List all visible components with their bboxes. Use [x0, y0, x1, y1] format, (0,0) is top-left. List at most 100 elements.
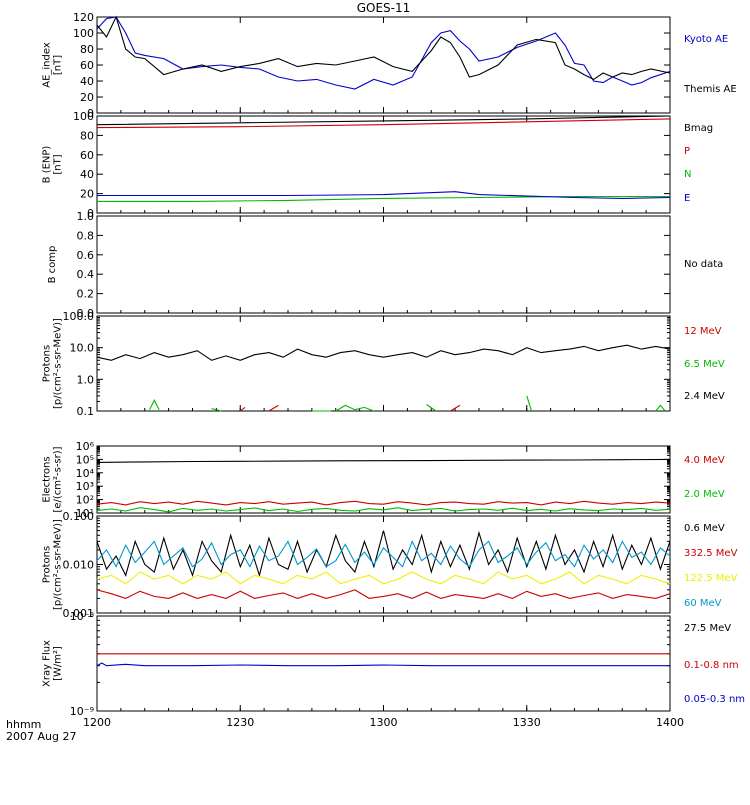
y-axis-label: [W/m²] [53, 646, 64, 681]
y-tick-label: 100 [73, 27, 94, 40]
panel-frame [96, 445, 671, 514]
y-tick-label: 80 [80, 129, 94, 142]
legend-entry: Bmag [684, 123, 713, 134]
y-tick-label: 10⁻⁹ [70, 705, 94, 718]
legend-entry: Kyoto AE [684, 34, 728, 45]
y-tick-label: 120 [73, 11, 94, 24]
series-line [96, 344, 671, 361]
y-axis-label: Electrons [42, 456, 53, 502]
y-tick-label: 0 [87, 107, 94, 120]
y-tick-label: 0.8 [77, 229, 95, 242]
chart-panels: 0 20 40 60 80 100 120 AE_index [nT] Kyoto AE Themi… [42, 11, 746, 729]
series-line [96, 458, 671, 463]
y-axis-label: Protons [42, 345, 53, 382]
series-line [96, 15, 671, 81]
series-line [268, 404, 279, 412]
series-line [97, 191, 671, 199]
legend-entry: P [684, 146, 690, 157]
y-tick-label: 10⁶ [76, 440, 95, 453]
y-tick-label: 0.6 [77, 249, 95, 262]
x-tick-label: 1200 [83, 716, 111, 729]
y-tick-label: 10³ [76, 480, 94, 493]
series-line [426, 404, 437, 412]
y-tick-label: 1.0 [77, 210, 95, 223]
y-tick-label: 40 [80, 75, 94, 88]
series-line [96, 500, 671, 506]
series-line [96, 115, 671, 126]
legend-entry: 0.6 MeV [684, 523, 725, 534]
series-line [96, 530, 671, 578]
series-line [211, 407, 222, 412]
legend-entry: 2.0 MeV [684, 489, 725, 500]
y-axis-label: [nT] [53, 154, 64, 174]
y-tick-label: 10⁴ [76, 467, 95, 480]
y-tick-label: 10² [76, 494, 94, 507]
y-axis-label: B (ENP) [42, 146, 53, 184]
y-tick-label: 40 [80, 168, 94, 181]
legend-entry: 60 MeV [684, 598, 722, 609]
y-tick-label: 0.1 [77, 405, 95, 418]
legend-entry: 332.5 MeV [684, 548, 738, 559]
y-tick-label: 60 [80, 149, 94, 162]
legend-entry: 122.5 MeV [684, 573, 738, 584]
y-tick-label: 0.100 [63, 510, 95, 523]
legend-entry: 0.05-0.3 nm [684, 694, 745, 705]
panel-frame [96, 315, 671, 412]
y-axis-label: B comp [47, 246, 58, 284]
y-tick-label: 0.4 [77, 268, 95, 281]
y-axis-label: [p/(cm²-s-sr-MeV)] [53, 519, 64, 610]
y-tick-label: 0.2 [77, 288, 95, 301]
y-axis-label: [p/(cm²-s-sr-MeV)] [53, 318, 64, 409]
series-line [96, 571, 671, 585]
series-line [96, 507, 671, 513]
legend-entry: No data [684, 259, 723, 270]
y-tick-label: 20 [80, 91, 94, 104]
panel-protons: 0.1 1.0 10.0 100.0 Protons [p/(cm²-s-sr-MeV)]… [42, 310, 725, 418]
series-line [335, 404, 375, 412]
panel-frame [96, 615, 671, 712]
legend-entry: 2.4 MeV [684, 391, 725, 402]
legend-entry: 27.5 MeV [684, 623, 731, 634]
legend-entry: 12 MeV [684, 326, 722, 337]
panel-ae: 0 20 40 60 80 100 120 AE_index [nT] Kyoto AE Themi… [42, 11, 737, 120]
series-line [96, 662, 670, 667]
series-line [96, 16, 671, 90]
y-tick-label: 60 [80, 59, 94, 72]
series-line [96, 589, 671, 599]
series-line [149, 398, 160, 410]
y-tick-label: 100.0 [63, 310, 95, 323]
footer-date: 2007 Aug 27 [6, 730, 76, 743]
series-line [450, 404, 461, 412]
panel-xray: 10⁻⁹ 10⁻⁸ Xray Flux [W/m²] 0.1-0.8 nm 0.05-0.… [42, 610, 746, 718]
y-tick-label: 0.0 [77, 307, 95, 320]
y-axis-label: [e/(cm²-s-sr)] [53, 446, 64, 512]
series-line [239, 406, 246, 412]
x-tick-label: 1230 [226, 716, 254, 729]
y-tick-label: 10⁻⁸ [70, 610, 95, 623]
panel-bfield: 0 20 40 60 80 100 B (ENP) [nT] Bmag P N E [42, 110, 714, 220]
legend-entry: E [684, 193, 690, 204]
series-line [526, 395, 533, 412]
panel-frame [96, 215, 671, 314]
y-tick-label: 0.010 [63, 559, 95, 572]
y-axis-label: Protons [42, 546, 53, 583]
series-line [655, 404, 666, 412]
y-tick-label: 10⁵ [76, 453, 94, 466]
x-tick-label: 1400 [656, 716, 684, 729]
legend-entry: Themis AE [683, 84, 737, 95]
chart-title: GOES-11 [357, 1, 411, 15]
legend-entry: 0.1-0.8 nm [684, 660, 739, 671]
x-tick-label: 1300 [370, 716, 398, 729]
y-axis-label: AE_index [42, 42, 53, 88]
panel-bcomp: 0.0 0.2 0.4 0.6 0.8 1.0 B comp No data [47, 210, 723, 320]
panel-hiprotons: 0.001 0.010 0.100 Protons [p/(cm²-s-sr-MeV)]… [42, 510, 738, 634]
y-tick-label: 20 [80, 188, 94, 201]
footer-hhmm: hhmm [6, 718, 41, 731]
legend-entry: 6.5 MeV [684, 359, 725, 370]
series-line [96, 540, 671, 568]
y-tick-label: 10.0 [70, 342, 95, 355]
y-tick-label: 100 [73, 110, 94, 123]
